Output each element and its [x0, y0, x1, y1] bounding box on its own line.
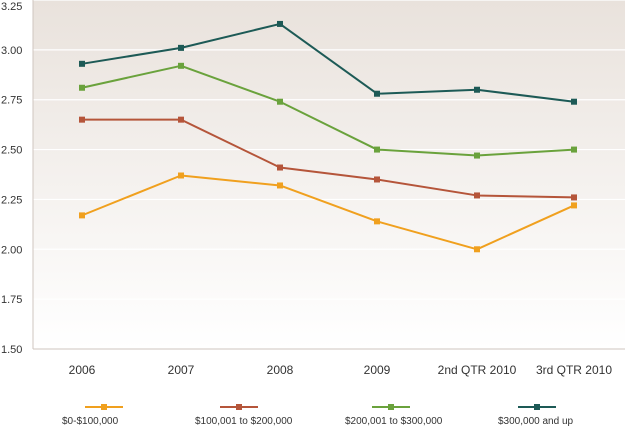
data-point	[571, 202, 577, 209]
data-point	[178, 62, 184, 69]
legend-marker	[534, 404, 540, 410]
data-point	[571, 194, 577, 201]
y-tick-label: 3.25	[1, 1, 22, 13]
data-point	[178, 44, 184, 51]
legend-label: $300,000 and up	[498, 416, 574, 427]
grid-lines	[33, 0, 625, 300]
data-point	[79, 212, 85, 219]
series-lines	[79, 20, 577, 253]
data-point	[178, 172, 184, 179]
series-line	[81, 22, 575, 103]
data-point	[374, 90, 380, 97]
series-line	[82, 118, 575, 199]
data-point	[79, 60, 85, 67]
x-tick-label: 2nd QTR 2010	[438, 363, 517, 377]
data-point	[277, 182, 283, 189]
data-point	[79, 116, 85, 123]
y-tick-label: 2.00	[1, 244, 22, 256]
series-line	[81, 174, 575, 251]
data-point	[374, 146, 380, 153]
y-tick-label: 1.50	[1, 344, 22, 356]
legend-marker	[388, 404, 394, 410]
y-tick-label: 1.75	[1, 294, 22, 306]
x-tick-labels: 2006 2007 2008 2009 2nd QTR 2010 3rd QTR 2010	[69, 363, 613, 377]
x-tick-label: 3rd QTR 2010	[536, 363, 612, 377]
y-tick-label: 2.50	[1, 145, 22, 157]
legend: $0-$100,000 $100,001 to $200,000 $200,001 …	[62, 404, 574, 427]
x-tick-label: 2006	[69, 363, 96, 377]
data-point	[474, 86, 480, 93]
data-point	[79, 84, 85, 91]
legend-marker	[101, 404, 107, 410]
legend-label: $200,001 to $300,000	[345, 416, 443, 427]
data-point	[474, 192, 480, 199]
data-point	[474, 152, 480, 159]
data-point	[571, 146, 577, 153]
y-tick-labels: 1.50 1.75 2.00 2.25 2.50 2.75 3.00 3.25	[1, 1, 22, 356]
data-point	[277, 164, 283, 171]
x-tick-label: 2007	[168, 363, 195, 377]
data-point	[178, 116, 184, 123]
data-point	[474, 246, 480, 253]
data-point	[277, 20, 283, 27]
x-tick-label: 2009	[364, 363, 391, 377]
data-point	[374, 176, 380, 183]
y-tick-label: 3.00	[1, 45, 22, 57]
legend-label: $0-$100,000	[62, 416, 119, 427]
y-tick-label: 2.25	[1, 194, 22, 206]
legend-marker	[236, 404, 242, 410]
data-point	[374, 218, 380, 225]
series-line	[81, 64, 575, 157]
x-tick-label: 2008	[267, 363, 294, 377]
y-tick-label: 2.75	[1, 95, 22, 107]
legend-label: $100,001 to $200,000	[195, 416, 293, 427]
data-point	[277, 98, 283, 105]
data-point	[571, 98, 577, 105]
